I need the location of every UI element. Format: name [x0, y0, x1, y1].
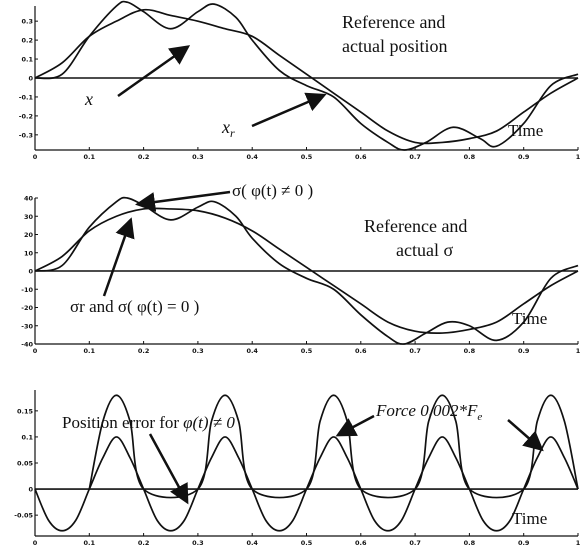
- panel3-annotations: Position error for φ(t) ≠ 0 Force 0.002*F…: [62, 401, 547, 528]
- x-tick-label: 0.7: [409, 347, 421, 355]
- y-tick-label: -20: [21, 304, 33, 312]
- p2-arrow-bottom: [102, 217, 135, 297]
- p1-time-label: Time: [508, 121, 543, 140]
- x-tick-label: 0.8: [464, 153, 476, 161]
- y-tick-label: 0.2: [21, 37, 33, 45]
- x-tick-label: 0.2: [138, 153, 150, 161]
- x-tick-label: 1: [576, 347, 581, 355]
- x-tick-label: 0: [33, 153, 38, 161]
- y-tick-label: 0.1: [21, 56, 33, 64]
- x-tick-label: 0: [33, 347, 38, 355]
- y-tick-label: 0: [28, 75, 33, 83]
- x-tick-label: 0.7: [409, 539, 421, 547]
- x-tick-label: 0.8: [464, 539, 476, 547]
- x-tick-label: 0.3: [192, 539, 204, 547]
- p1-xr-label: xr: [221, 117, 235, 140]
- x-tick-label: 0.4: [246, 539, 258, 547]
- y-tick-label: 0.05: [17, 460, 34, 468]
- p2-title-line2: actual σ: [396, 240, 453, 260]
- x-tick-label: 0: [33, 539, 38, 547]
- panel2-annotations: σ( φ(t) ≠ 0 ) Reference and actual σ σr …: [70, 181, 547, 328]
- y-tick-label: -40: [21, 341, 33, 349]
- series-line-1: [88, 394, 579, 499]
- x-tick-label: 0.2: [138, 347, 150, 355]
- x-tick-label: 0.6: [355, 347, 367, 355]
- x-tick-label: 0.5: [301, 153, 313, 161]
- x-tick-label: 0.7: [409, 153, 421, 161]
- series-line-0: [34, 207, 579, 334]
- position-plot: 0 0.1 0.2 0.3 0.4 0.5 0.6 0.7 0.8 0.9 1 0.3 0.2 0.1 0 -…: [19, 0, 581, 161]
- error-force-plot: 0 0.1 0.2 0.3 0.4 0.5 0.6 0.7 0.8 0.9 1 0.15 0.1 0.05…: [14, 390, 581, 547]
- p3-time-label: Time: [512, 509, 547, 528]
- p3-arrow-error: [148, 433, 189, 505]
- p1-arrow-xr: [251, 92, 327, 128]
- p1-arrow-x: [117, 45, 191, 98]
- x-tick-label: 0.4: [246, 347, 258, 355]
- x-tick-label: 0.6: [355, 539, 367, 547]
- y-tick-label: 20: [24, 231, 34, 239]
- p1-title-line1: Reference and: [342, 12, 445, 32]
- panel1-annotations: Reference and actual position x xr Time: [84, 12, 543, 140]
- x-tick-label: 0.1: [84, 539, 96, 547]
- x-tick-label: 0.2: [138, 539, 150, 547]
- p2-sigma-top: σ( φ(t) ≠ 0 ): [232, 181, 313, 200]
- y-tick-label: -0.05: [14, 512, 33, 520]
- x-tick-label: 0.5: [301, 347, 313, 355]
- x-tick-label: 0.9: [518, 539, 530, 547]
- p1-title-line2: actual position: [342, 36, 447, 56]
- x-tick-label: 1: [576, 539, 581, 547]
- y-tick-label: 0.3: [21, 18, 33, 26]
- p2-title-line1: Reference and: [364, 216, 467, 236]
- sigma-plot: 0 0.1 0.2 0.3 0.4 0.5 0.6 0.7 0.8 0.9 1 40 30 20 10 0 -1…: [21, 195, 580, 356]
- x-tick-label: 0.9: [518, 153, 530, 161]
- x-tick-label: 0.3: [192, 347, 204, 355]
- series-line-0: [34, 8, 579, 145]
- p2-arrow-top: [135, 190, 231, 212]
- x-tick-label: 0.5: [301, 539, 313, 547]
- x-tick-label: 0.1: [84, 347, 96, 355]
- x-tick-label: 0.6: [355, 153, 367, 161]
- series-line-1: [34, 0, 579, 151]
- x-tick-label: 0.3: [192, 153, 204, 161]
- y-tick-label: 40: [24, 195, 34, 203]
- x-tick-label: 0.4: [246, 153, 258, 161]
- x-tick-label: 0.1: [84, 153, 96, 161]
- y-tick-label: -0.3: [19, 131, 33, 139]
- p2-sigma-bottom: σr and σ( φ(t) = 0 ): [70, 297, 199, 316]
- y-tick-label: 30: [24, 213, 34, 221]
- p2-time-label: Time: [512, 309, 547, 328]
- p3-pos-err-label: Position error for φ(t) ≠ 0: [62, 413, 235, 432]
- y-tick-label: 0: [28, 268, 33, 276]
- y-tick-label: -0.2: [19, 112, 33, 120]
- y-tick-label: 10: [24, 249, 34, 257]
- p3-arrow-force-1: [335, 414, 375, 437]
- y-tick-label: 0.1: [21, 433, 33, 441]
- x-tick-label: 1: [576, 153, 581, 161]
- x-tick-label: 0.8: [464, 347, 476, 355]
- y-tick-label: 0: [28, 486, 33, 494]
- y-tick-label: -30: [21, 322, 33, 330]
- p1-x-label: x: [84, 89, 93, 109]
- y-tick-label: -0.1: [19, 93, 34, 101]
- p3-force-label: Force 0.002*Fe: [375, 401, 482, 423]
- x-tick-label: 0.9: [518, 347, 530, 355]
- p3-arrow-force-2: [507, 419, 544, 452]
- series-line-0: [34, 436, 579, 532]
- series-line-1: [34, 196, 579, 345]
- y-tick-label: -10: [21, 286, 33, 294]
- y-tick-label: 0.15: [17, 407, 34, 415]
